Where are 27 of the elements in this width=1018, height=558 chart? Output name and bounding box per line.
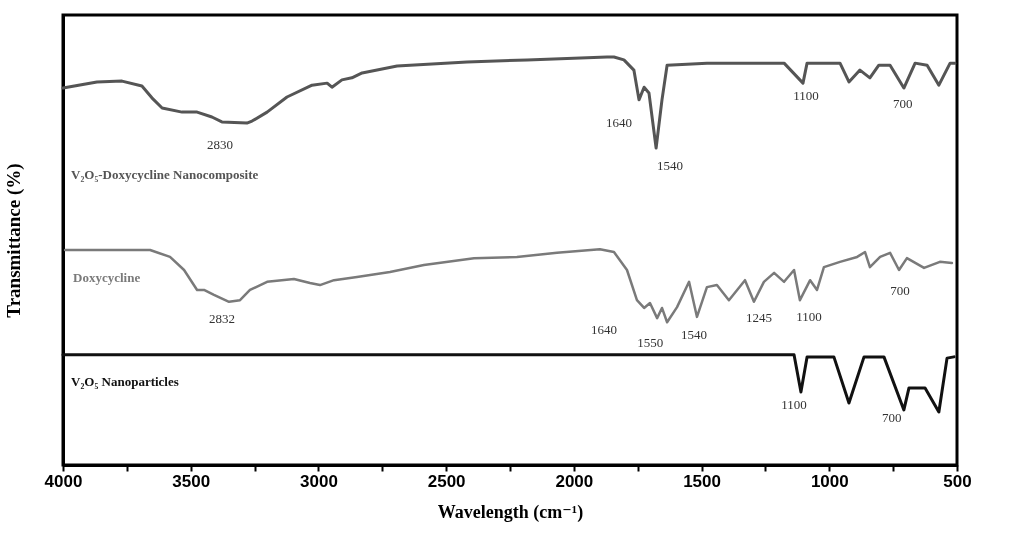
annotation: 1640 (605, 114, 632, 130)
annotation: 700 (893, 96, 913, 112)
series-label: Doxycycline (73, 270, 141, 285)
annotation: 1540 (657, 158, 684, 173)
x-tick-label: 500 (943, 471, 972, 491)
x-tick-label: 4000 (44, 471, 83, 491)
annotation: 2830 (206, 137, 233, 153)
y-axis-title: Transmittance (%) (2, 163, 25, 318)
text: V₂O₅-Doxycycline Nanocomposite (71, 167, 259, 183)
annotation: 2832 (209, 310, 236, 326)
annotation: 1540 (681, 327, 708, 343)
x-tick-label: 3000 (300, 471, 338, 491)
annotation: 1640 (590, 322, 617, 338)
annotation: 700 (882, 409, 902, 425)
annotation: 1100 (796, 309, 822, 325)
annotation: 700 (890, 282, 910, 298)
x-tick-label: 1000 (810, 471, 849, 491)
x-tick-label: 2500 (427, 471, 466, 491)
annotation: 1245 (745, 309, 772, 325)
x-axis-title: Wavelength (cm⁻¹) (437, 501, 584, 523)
annotation: 1550 (637, 335, 664, 351)
x-tick-label: 2000 (555, 471, 594, 491)
x-tick-label: 1500 (683, 471, 721, 491)
series-label: V₂O₅ Nanoparticles (71, 373, 179, 389)
x-tick-label: 3500 (172, 471, 211, 491)
annotation: 1100 (781, 396, 807, 412)
annotation: 1100 (793, 88, 819, 104)
